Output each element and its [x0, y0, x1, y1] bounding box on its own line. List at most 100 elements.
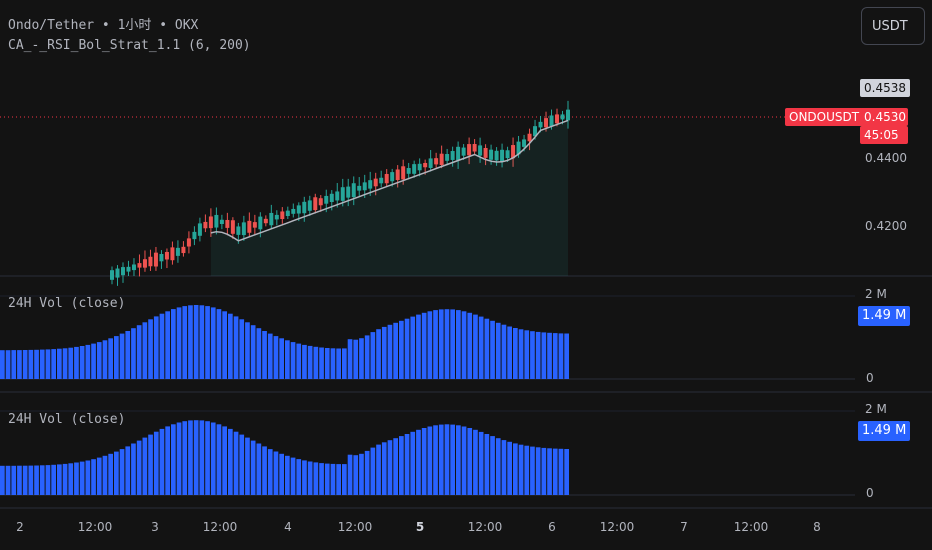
candle-body	[456, 146, 461, 161]
candle-body	[346, 186, 351, 198]
volume-bar	[410, 431, 416, 495]
volume-bar	[319, 347, 324, 379]
candle-body	[324, 195, 329, 204]
candle-body	[313, 197, 318, 211]
volume-bar	[296, 343, 302, 379]
volume-bar	[148, 434, 153, 495]
volume-bar	[233, 316, 239, 379]
volume-bar	[22, 350, 28, 379]
candle-body	[318, 198, 323, 206]
volume-bar	[216, 424, 222, 495]
time-tick-label: 12:00	[599, 520, 635, 534]
volume-bar	[376, 444, 381, 495]
volume-bar	[433, 310, 438, 379]
volume-bar	[102, 340, 108, 379]
candle-body	[472, 144, 477, 152]
candle-body	[538, 121, 543, 128]
time-tick-label: 5	[415, 520, 425, 534]
candle-body	[384, 173, 389, 184]
candle-body	[126, 266, 131, 272]
volume-bar	[79, 346, 85, 379]
volume-bar	[347, 339, 353, 379]
volume-bar	[530, 446, 535, 495]
volume-bar	[267, 449, 273, 495]
volume-bar	[324, 348, 330, 379]
volume-bar	[142, 437, 148, 495]
volume-bar	[524, 445, 530, 495]
time-tick-label: 6	[548, 520, 556, 534]
candle-body	[500, 149, 505, 162]
volume-bar	[495, 438, 501, 495]
candle-body	[230, 220, 235, 234]
candle-body	[159, 253, 164, 262]
volume-bar	[148, 319, 153, 379]
volume-bar	[136, 325, 142, 379]
volume-bar	[57, 348, 62, 379]
volume-bar	[233, 431, 239, 495]
volume-bar	[507, 441, 512, 495]
volume-bar	[290, 342, 296, 379]
candle-body	[153, 252, 158, 267]
volume-bar	[319, 463, 324, 495]
candle-body	[434, 158, 439, 165]
volume-bar	[518, 444, 524, 495]
volume-bar	[119, 333, 125, 379]
volume-bar	[74, 462, 79, 495]
volume-bar	[330, 348, 336, 379]
candle-body	[302, 201, 307, 214]
volume-bar	[68, 463, 74, 495]
candle-body	[236, 226, 241, 235]
volume-bar	[564, 333, 569, 379]
volume-pane-1-title[interactable]: 24H Vol (close)	[8, 296, 126, 311]
volume-bar	[176, 422, 182, 495]
volume-bar	[28, 349, 34, 379]
volume-bar	[34, 349, 39, 379]
candle-body	[494, 150, 499, 161]
volume-bar	[0, 350, 5, 379]
volume-bar	[541, 332, 547, 379]
candle-body	[280, 211, 285, 220]
volume-bar	[359, 453, 364, 495]
candle-body	[544, 118, 549, 128]
volume-bar	[153, 316, 159, 379]
volume-bar	[199, 420, 205, 495]
indicator-title[interactable]: CA_-_RSI_Bol_Strat_1.1 (6, 200)	[8, 38, 251, 53]
volume-bar	[416, 314, 421, 379]
volume-bar	[438, 424, 444, 495]
volume-bar	[324, 463, 330, 495]
volume-bar	[450, 424, 455, 495]
volume-bar	[524, 330, 530, 379]
volume-bar	[125, 331, 131, 379]
volume-bar	[285, 340, 290, 379]
volume-bar	[62, 463, 68, 495]
currency-button[interactable]: USDT	[861, 7, 925, 45]
volume-bar	[450, 309, 455, 379]
volume-bar	[57, 464, 62, 495]
volume-bar	[313, 346, 319, 379]
volume-bar	[421, 428, 427, 495]
time-tick-label: 12:00	[337, 520, 373, 534]
volume-bar	[473, 314, 478, 379]
volume-bar	[456, 310, 461, 379]
volume-bar	[28, 465, 34, 495]
volume-bar	[507, 326, 512, 379]
symbol-title[interactable]: Ondo/Tether • 1小时 • OKX	[8, 18, 199, 33]
volume-bar	[51, 349, 56, 379]
countdown-label: 45:05	[860, 126, 908, 144]
volume-bar	[364, 335, 370, 379]
volume-bar	[359, 338, 364, 379]
candle-body	[258, 216, 263, 230]
volume-pane-2-title[interactable]: 24H Vol (close)	[8, 412, 126, 427]
volume-bar	[381, 326, 387, 379]
volume-bar	[473, 429, 478, 495]
volume-bar	[501, 440, 507, 495]
volume-bar	[188, 305, 193, 379]
ma-line	[210, 119, 569, 242]
volume-bar	[39, 465, 45, 495]
candle-body	[566, 109, 570, 121]
candle-body	[533, 126, 538, 137]
volume-pane-1-current: 1.49 M	[858, 306, 911, 326]
volume-bar	[11, 465, 17, 495]
